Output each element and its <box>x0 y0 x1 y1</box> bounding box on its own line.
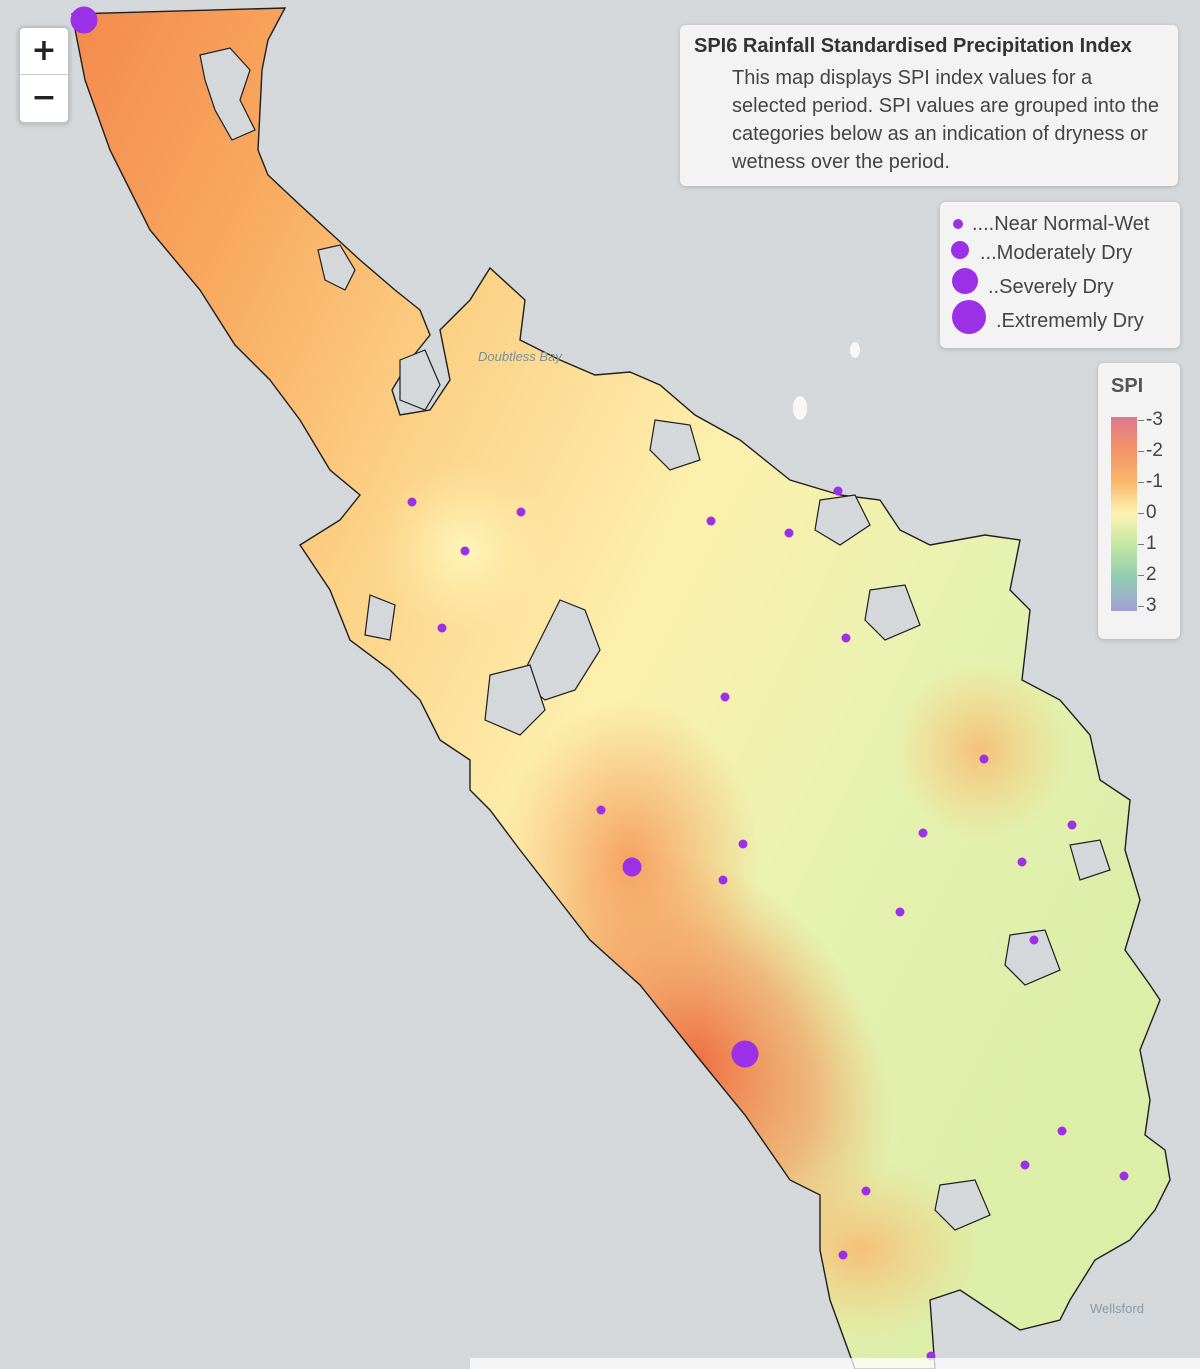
station-marker-near-normal-wet[interactable] <box>718 875 728 885</box>
station-marker-near-normal-wet[interactable] <box>861 1186 871 1196</box>
legend-label: .Extrememly Dry <box>996 310 1144 332</box>
spi-tick-mark <box>1138 575 1144 576</box>
info-title: SPI6 Rainfall Standardised Precipitation… <box>694 35 1132 57</box>
station-marker-near-normal-wet[interactable] <box>918 828 928 838</box>
station-marker-near-normal-wet[interactable] <box>895 907 905 917</box>
legend-item-extremely-dry: .Extrememly Dry <box>940 300 1180 334</box>
station-marker-near-normal-wet[interactable] <box>1020 1160 1030 1170</box>
legend-dot-icon <box>953 219 963 229</box>
legend-item-moderately-dry: ...Moderately Dry <box>940 240 1180 272</box>
spi-tick-label: -2 <box>1146 440 1163 461</box>
legend-label: ....Near Normal-Wet <box>972 213 1150 235</box>
station-marker-extremely-dry[interactable] <box>731 1040 759 1068</box>
station-marker-severely-dry[interactable] <box>622 857 642 877</box>
offshore-islands <box>793 342 860 420</box>
station-marker-near-normal-wet[interactable] <box>738 839 748 849</box>
attribution-bar <box>470 1358 1200 1369</box>
station-marker-near-normal-wet[interactable] <box>407 497 417 507</box>
station-marker-extremely-dry[interactable] <box>70 6 98 34</box>
spi-tick-mark <box>1138 482 1144 483</box>
spi-tick-label: 2 <box>1146 564 1157 585</box>
legend-item-near-normal-wet: ....Near Normal-Wet <box>940 210 1180 242</box>
station-marker-near-normal-wet[interactable] <box>1119 1171 1129 1181</box>
spi-gradient-bar <box>1111 417 1137 611</box>
station-marker-near-normal-wet[interactable] <box>841 633 851 643</box>
info-panel: SPI6 Rainfall Standardised Precipitation… <box>680 25 1178 186</box>
station-marker-near-normal-wet[interactable] <box>833 486 843 496</box>
station-marker-near-normal-wet[interactable] <box>1057 1126 1067 1136</box>
station-marker-near-normal-wet[interactable] <box>1029 935 1039 945</box>
legend-dot-icon <box>952 300 986 334</box>
spi-colorbar: SPI -3 -2 -1 0 1 2 3 <box>1098 363 1180 639</box>
zoom-control: + − <box>18 26 70 124</box>
station-marker-near-normal-wet[interactable] <box>706 516 716 526</box>
legend-item-severely-dry: ..Severely Dry <box>940 268 1180 300</box>
legend-dot-icon <box>951 241 969 259</box>
spi-tick-mark <box>1138 606 1144 607</box>
station-marker-near-normal-wet[interactable] <box>596 805 606 815</box>
legend-dot-icon <box>952 268 978 294</box>
legend-label: ...Moderately Dry <box>980 242 1133 264</box>
zoom-out-button[interactable]: − <box>20 74 68 121</box>
spi-tick-label: 1 <box>1146 533 1157 554</box>
station-marker-near-normal-wet[interactable] <box>437 623 447 633</box>
info-description: This map displays SPI index values for a… <box>732 67 1159 173</box>
spi-tick-label: -3 <box>1146 409 1163 430</box>
spi-tick-label: 0 <box>1146 502 1157 523</box>
spi-tick-mark <box>1138 544 1144 545</box>
spi-tick-label: 3 <box>1146 595 1157 616</box>
spi-title: SPI <box>1111 375 1144 397</box>
spi-tick-label: -1 <box>1146 471 1163 492</box>
category-legend: ....Near Normal-Wet ...Moderately Dry ..… <box>940 202 1180 348</box>
station-marker-near-normal-wet[interactable] <box>1067 820 1077 830</box>
zoom-in-button[interactable]: + <box>31 33 57 68</box>
station-marker-near-normal-wet[interactable] <box>720 692 730 702</box>
legend-label: ..Severely Dry <box>988 276 1114 298</box>
spi-tick-mark <box>1138 513 1144 514</box>
station-marker-near-normal-wet[interactable] <box>1017 857 1027 867</box>
station-marker-near-normal-wet[interactable] <box>838 1250 848 1260</box>
station-marker-near-normal-wet[interactable] <box>516 507 526 517</box>
station-marker-near-normal-wet[interactable] <box>979 754 989 764</box>
spi-tick-mark <box>1138 420 1144 421</box>
station-markers <box>70 6 1129 1361</box>
place-label-wellsford: Wellsford <box>1090 1301 1144 1316</box>
place-label-doubtless-bay: Doubtless Bay <box>478 349 562 364</box>
station-marker-near-normal-wet[interactable] <box>460 546 470 556</box>
station-marker-near-normal-wet[interactable] <box>784 528 794 538</box>
spi-tick-mark <box>1138 451 1144 452</box>
harbour-inlets <box>199 47 1111 1231</box>
